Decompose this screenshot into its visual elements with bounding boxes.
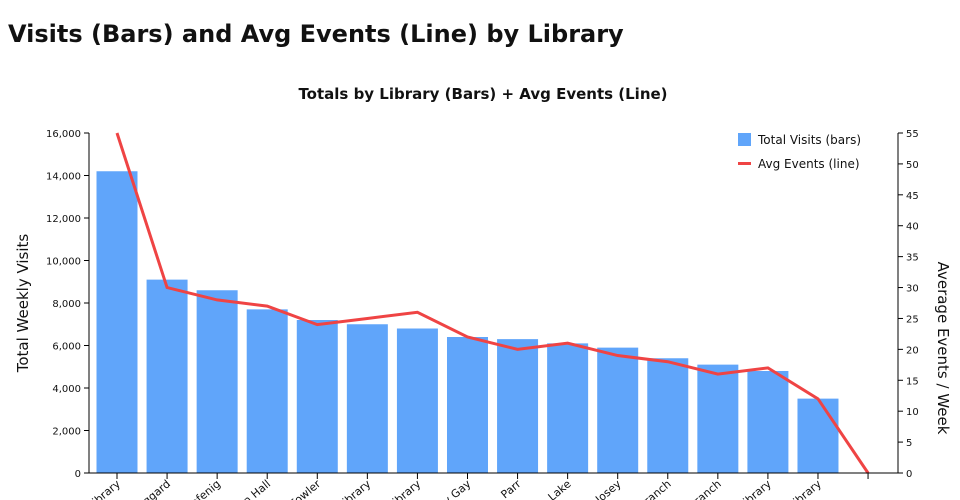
x-tick-label: . Josey bbox=[588, 477, 624, 500]
chart-title: Totals by Library (Bars) + Avg Events (L… bbox=[298, 85, 667, 103]
bar bbox=[246, 309, 288, 473]
bar bbox=[747, 371, 789, 473]
y2-tick-label: 30 bbox=[906, 284, 919, 295]
y2-tick-label: 20 bbox=[906, 345, 919, 356]
y2-tick-label: 25 bbox=[906, 314, 919, 325]
y2-tick-label: 15 bbox=[906, 376, 919, 387]
y2-tick-label: 45 bbox=[906, 191, 919, 202]
x-tick-label: Branch bbox=[686, 477, 724, 500]
legend-swatch-bars bbox=[738, 133, 751, 146]
bar bbox=[296, 320, 338, 473]
x-tick-label: ibrary bbox=[791, 477, 825, 500]
x-tick-label: ofenig bbox=[188, 477, 223, 500]
page-title: Visits (Bars) and Avg Events (Line) by L… bbox=[8, 20, 624, 48]
y-tick-label: 0 bbox=[75, 469, 81, 480]
y2-tick-label: 10 bbox=[906, 407, 919, 418]
bar bbox=[497, 339, 539, 473]
y-tick-label: 6,000 bbox=[52, 342, 81, 353]
bar bbox=[647, 358, 689, 473]
y-tick-label: 16,000 bbox=[46, 129, 81, 140]
x-tick-label: ibrary bbox=[741, 477, 775, 500]
bar bbox=[547, 343, 589, 473]
y2-tick-label: 35 bbox=[906, 253, 919, 264]
x-tick-label: ibrary bbox=[390, 477, 424, 500]
y-tick-label: 14,000 bbox=[46, 172, 81, 183]
x-tick-label: Fowler bbox=[287, 477, 323, 500]
avg-events-line bbox=[115, 132, 870, 474]
y2-axis-label: Average Events / Week bbox=[934, 262, 952, 435]
bar bbox=[446, 337, 488, 473]
bar bbox=[797, 398, 839, 473]
bar bbox=[146, 279, 188, 473]
bar bbox=[96, 171, 138, 473]
x-tick-label: Branch bbox=[636, 477, 674, 500]
legend-label-bars: Total Visits (bars) bbox=[757, 133, 861, 147]
y-axis-label: Total Weekly Visits bbox=[14, 234, 32, 374]
x-tick-label: ibrary bbox=[340, 477, 374, 500]
x-tick-label: y Gay bbox=[441, 477, 474, 500]
x-tick-label: ggard bbox=[140, 477, 173, 500]
bar bbox=[697, 364, 739, 473]
bar bbox=[346, 324, 388, 473]
bar bbox=[196, 290, 238, 473]
y-tick-label: 2,000 bbox=[52, 427, 81, 438]
x-tick-label: . Parr bbox=[493, 477, 524, 500]
y2-tick-label: 5 bbox=[906, 438, 912, 449]
y2-tick-label: 40 bbox=[906, 222, 919, 233]
bar bbox=[396, 328, 438, 473]
x-tick-label: h Lake bbox=[538, 477, 574, 500]
y2-tick-label: 55 bbox=[906, 129, 919, 140]
y-tick-label: 12,000 bbox=[46, 214, 81, 225]
x-tick-label: n Hall bbox=[241, 477, 274, 500]
y-tick-label: 10,000 bbox=[46, 257, 81, 268]
y-tick-label: 8,000 bbox=[52, 299, 81, 310]
y2-tick-label: 50 bbox=[906, 160, 919, 171]
legend: Total Visits (bars) Avg Events (line) bbox=[738, 133, 861, 171]
x-tick-label: ibrary bbox=[90, 477, 124, 500]
y2-tick-label: 0 bbox=[906, 469, 912, 480]
legend-label-line: Avg Events (line) bbox=[758, 157, 860, 171]
legend-swatch-line bbox=[738, 162, 751, 165]
bar bbox=[597, 347, 639, 473]
y-tick-label: 4,000 bbox=[52, 384, 81, 395]
